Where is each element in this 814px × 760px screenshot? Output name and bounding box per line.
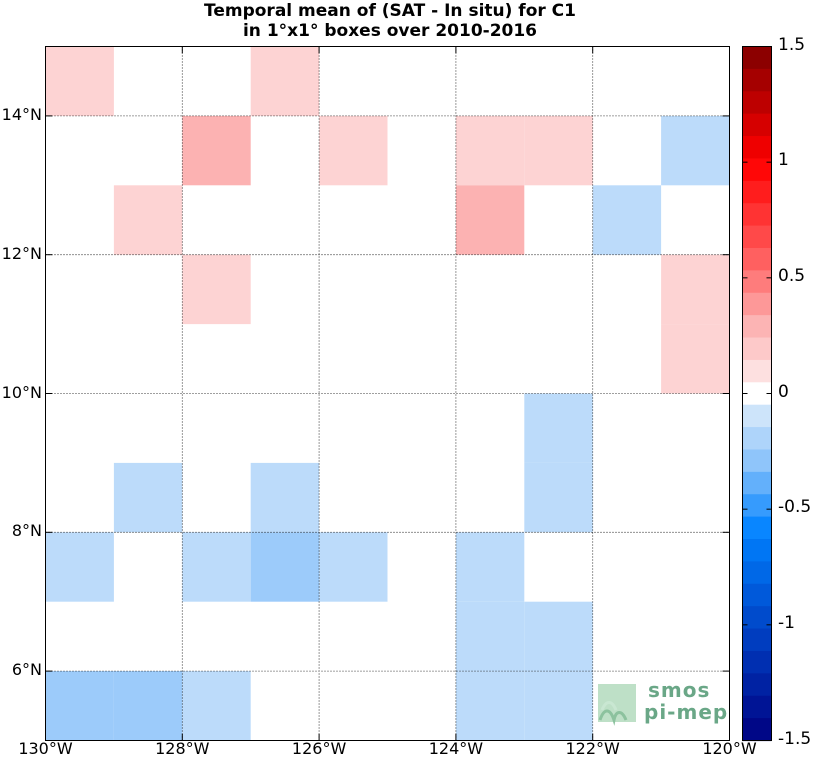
colorbar-tick-label: 1	[778, 150, 789, 171]
grid-lines	[45, 46, 730, 741]
heatmap-cell	[455, 601, 525, 672]
chart-title-line2: in 1°x1° boxes over 2010-2016	[242, 21, 538, 41]
colorbar-segment	[742, 270, 772, 294]
heatmap-cell	[661, 254, 730, 325]
colorbar-segment	[742, 516, 772, 540]
colorbar-segment	[742, 471, 772, 495]
colorbar-segment	[742, 449, 772, 473]
logo-text-smos: smos	[648, 678, 711, 702]
axis-ticks	[45, 46, 730, 741]
heatmap-cell	[524, 671, 593, 741]
colorbar-tick-label: 1.5	[778, 34, 806, 55]
colorbar-segment	[742, 427, 772, 451]
colorbar-segment	[742, 583, 772, 607]
heatmap-cell	[592, 185, 662, 255]
logo-text-pi-mep: pi-mep	[644, 700, 729, 724]
heatmap-cell	[455, 185, 525, 255]
colorbar-segment	[742, 606, 772, 630]
colorbar-segment	[742, 113, 772, 137]
colorbar-segment	[742, 539, 772, 563]
colorbar-segment	[742, 650, 772, 674]
colorbar-tick-label: 0.5	[778, 265, 806, 286]
heatmap-cell	[250, 46, 320, 116]
colorbar-segment	[742, 673, 772, 697]
colorbar-segment	[742, 203, 772, 227]
colorbar-segment	[742, 158, 772, 182]
heatmap-cell	[250, 532, 320, 602]
colorbar-segment	[742, 292, 772, 316]
heatmap-cell	[182, 671, 251, 741]
x-tick-label: 120°W	[702, 739, 757, 758]
colorbar-tick-label: -1	[778, 612, 795, 633]
heatmap-cell	[113, 185, 183, 255]
y-tick-label: 6°N	[11, 660, 42, 680]
colorbar-segment	[742, 382, 772, 406]
colorbar	[742, 46, 772, 742]
y-tick-label: 12°N	[1, 243, 42, 263]
heatmap-cell	[250, 462, 320, 533]
heatmap-cell	[524, 462, 593, 533]
heatmap-cell	[455, 671, 525, 741]
heatmap-cell	[524, 601, 593, 672]
y-tick-label: 10°N	[1, 382, 42, 402]
colorbar-segment	[742, 68, 772, 92]
colorbar-segment	[742, 494, 772, 518]
heatmap-cell	[524, 115, 593, 186]
heatmap-cell	[455, 532, 525, 602]
chart-title-line1: Temporal mean of (SAT - In situ) for C1	[204, 1, 576, 21]
colorbar-tick-label: 0	[778, 381, 789, 402]
heatmap-cell	[319, 532, 388, 602]
colorbar-segment	[742, 404, 772, 428]
colorbar-segment	[742, 247, 772, 271]
heatmap-cell	[45, 46, 114, 116]
colorbar-segment	[742, 225, 772, 249]
x-tick-label: 130°W	[18, 739, 73, 758]
colorbar-segment	[742, 315, 772, 339]
heatmap-cell	[182, 115, 251, 186]
heatmap-cells	[45, 46, 730, 741]
heatmap-cell	[113, 671, 183, 741]
x-tick-label: 122°W	[565, 739, 620, 758]
heatmap-cell	[113, 462, 183, 533]
x-tick-label: 128°W	[155, 739, 210, 758]
y-tick-label: 14°N	[1, 104, 42, 124]
colorbar-segment	[742, 91, 772, 115]
heatmap-cell	[182, 532, 251, 602]
colorbar-tick-label: -1.5	[778, 728, 812, 749]
colorbar-segment	[742, 695, 772, 719]
heatmap-cell	[45, 671, 114, 741]
colorbar-segment	[742, 359, 772, 383]
colorbar-tick-label: -0.5	[778, 497, 812, 518]
heatmap-cell	[455, 115, 525, 186]
heatmap-cell	[524, 393, 593, 463]
colorbar-segment	[742, 718, 772, 742]
colorbar-segment	[742, 337, 772, 361]
heatmap-cell	[45, 532, 114, 602]
heatmap-cell	[182, 254, 251, 325]
colorbar-segment	[742, 561, 772, 585]
colorbar-segment	[742, 136, 772, 160]
x-tick-label: 126°W	[291, 739, 347, 758]
heatmap-cell	[661, 115, 730, 186]
smos-pi-mep-logo: smos pi-mep	[594, 678, 734, 730]
logo-wave-icon	[598, 684, 636, 726]
heatmap-cell	[319, 115, 388, 186]
colorbar-segment	[742, 628, 772, 652]
y-tick-label: 8°N	[11, 521, 42, 541]
colorbar-segment	[742, 46, 772, 70]
heatmap-cell	[661, 324, 730, 394]
colorbar-segment	[742, 180, 772, 204]
x-tick-label: 124°W	[428, 739, 484, 758]
